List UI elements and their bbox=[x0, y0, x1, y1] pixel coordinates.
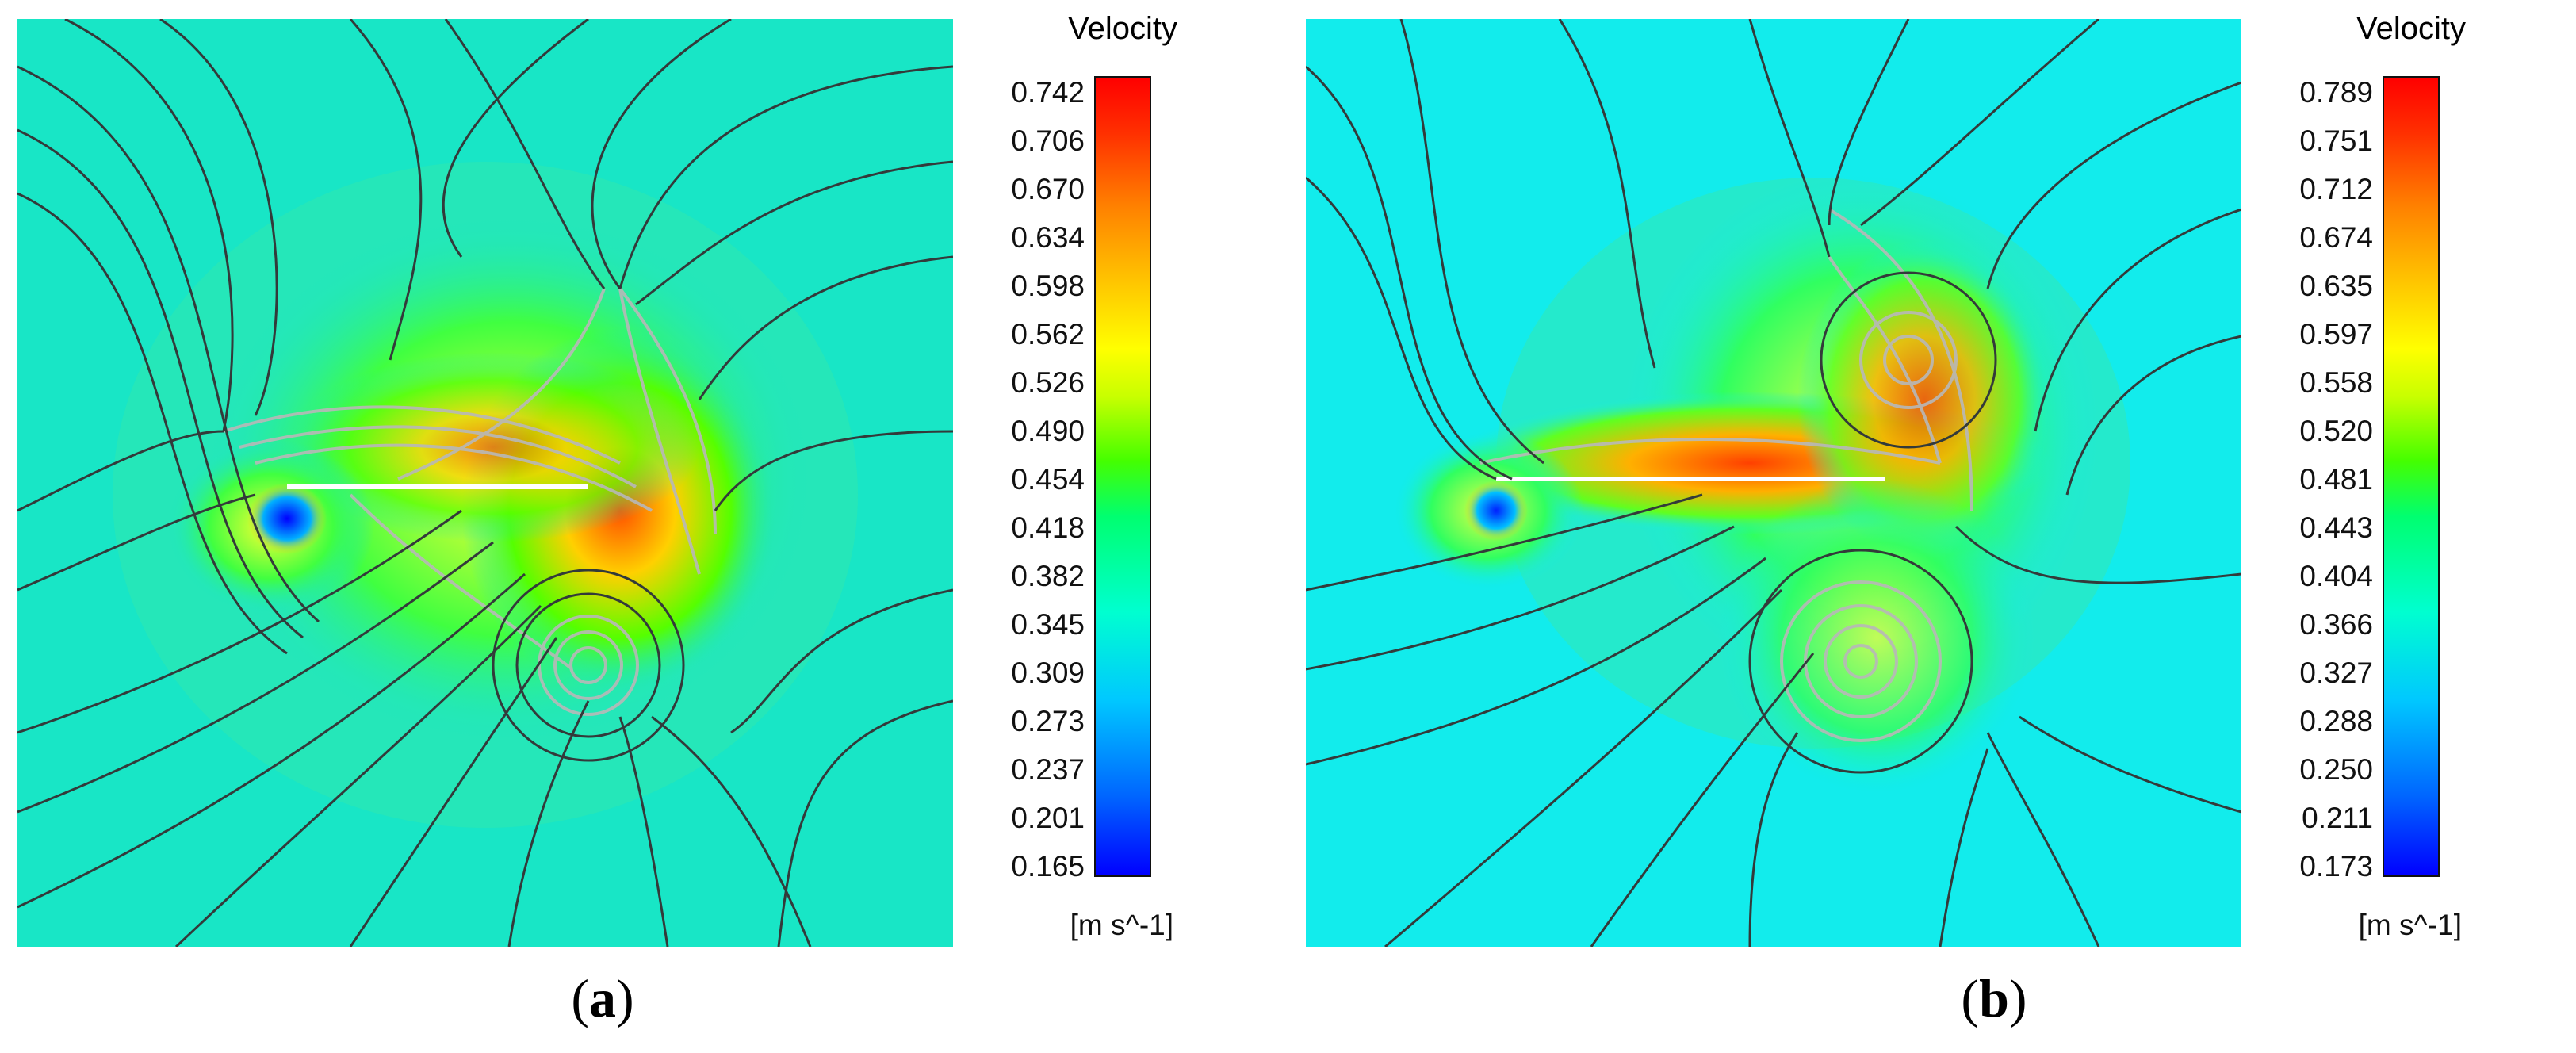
streamline-image-a bbox=[17, 19, 953, 947]
colorbar-tick: 0.165 bbox=[1011, 850, 1085, 883]
colorbar-tick: 0.674 bbox=[2299, 221, 2373, 254]
caption-close: ) bbox=[2008, 968, 2027, 1028]
velocity-colorbar bbox=[1094, 76, 1151, 877]
panel-caption: (a) bbox=[523, 967, 682, 1030]
caption-open: ( bbox=[1961, 968, 1980, 1028]
colorbar-tick: 0.418 bbox=[1011, 511, 1085, 544]
colorbar-tick: 0.309 bbox=[1011, 657, 1085, 689]
colorbar-tick: 0.597 bbox=[2299, 318, 2373, 350]
colorbar-title: Velocity bbox=[2356, 11, 2466, 46]
colorbar-tick: 0.382 bbox=[1011, 560, 1085, 592]
colorbar-tick: 0.789 bbox=[2299, 76, 2373, 109]
colorbar-tick: 0.526 bbox=[1011, 366, 1085, 399]
velocity-contour-plot-a bbox=[17, 19, 953, 947]
colorbar-tick: 0.366 bbox=[2299, 608, 2373, 641]
colorbar-tick: 0.211 bbox=[2302, 802, 2373, 834]
colorbar-unit: [m s^-1] bbox=[2358, 909, 2462, 941]
colorbar-tick: 0.288 bbox=[2299, 705, 2373, 737]
colorbar-tick: 0.327 bbox=[2299, 657, 2373, 689]
colorbar-tick: 0.173 bbox=[2299, 850, 2373, 883]
panel-b: Velocity 0.789 0.751 0.712 0.674 0.635 0… bbox=[1288, 0, 2576, 1053]
panel-a: Velocity 0.742 0.706 0.670 0.634 0.598 0… bbox=[17, 11, 1177, 1030]
colorbar-tick: 0.635 bbox=[2299, 270, 2373, 302]
caption-open: ( bbox=[571, 968, 589, 1028]
colorbar-tick: 0.481 bbox=[2299, 463, 2373, 496]
streamline-image-b bbox=[1306, 19, 2241, 947]
colorbar-tick: 0.558 bbox=[2299, 366, 2373, 399]
colorbar-title: Velocity bbox=[1068, 11, 1177, 46]
colorbar-tick: 0.250 bbox=[2299, 753, 2373, 786]
caption-close: ) bbox=[616, 968, 634, 1028]
velocity-contour-plot-b bbox=[1306, 19, 2241, 947]
velocity-colorbar bbox=[2383, 76, 2440, 877]
panel-caption: (b) bbox=[1915, 967, 2073, 1030]
colorbar-tick: 0.201 bbox=[1011, 802, 1085, 834]
colorbar-tick: 0.598 bbox=[1011, 270, 1085, 302]
colorbar-tick: 0.562 bbox=[1011, 318, 1085, 350]
colorbar-tick: 0.634 bbox=[1011, 221, 1085, 254]
colorbar-tick: 0.520 bbox=[2299, 415, 2373, 447]
colorbar-tick: 0.454 bbox=[1011, 463, 1085, 496]
caption-letter: b bbox=[1979, 968, 2009, 1028]
colorbar-tick: 0.670 bbox=[1011, 173, 1085, 205]
colorbar-tick: 0.706 bbox=[1011, 124, 1085, 157]
colorbar-tick: 0.751 bbox=[2299, 124, 2373, 157]
colorbar-tick: 0.712 bbox=[2299, 173, 2373, 205]
colorbar-tick: 0.237 bbox=[1011, 753, 1085, 786]
colorbar-tick: 0.443 bbox=[2299, 511, 2373, 544]
colorbar-tick: 0.742 bbox=[1011, 76, 1085, 109]
caption-letter: a bbox=[589, 968, 616, 1028]
colorbar-tick: 0.490 bbox=[1011, 415, 1085, 447]
colorbar-tick: 0.273 bbox=[1011, 705, 1085, 737]
colorbar-tick: 0.404 bbox=[2299, 560, 2373, 592]
colorbar-unit: [m s^-1] bbox=[1070, 909, 1173, 941]
colorbar-tick: 0.345 bbox=[1011, 608, 1085, 641]
